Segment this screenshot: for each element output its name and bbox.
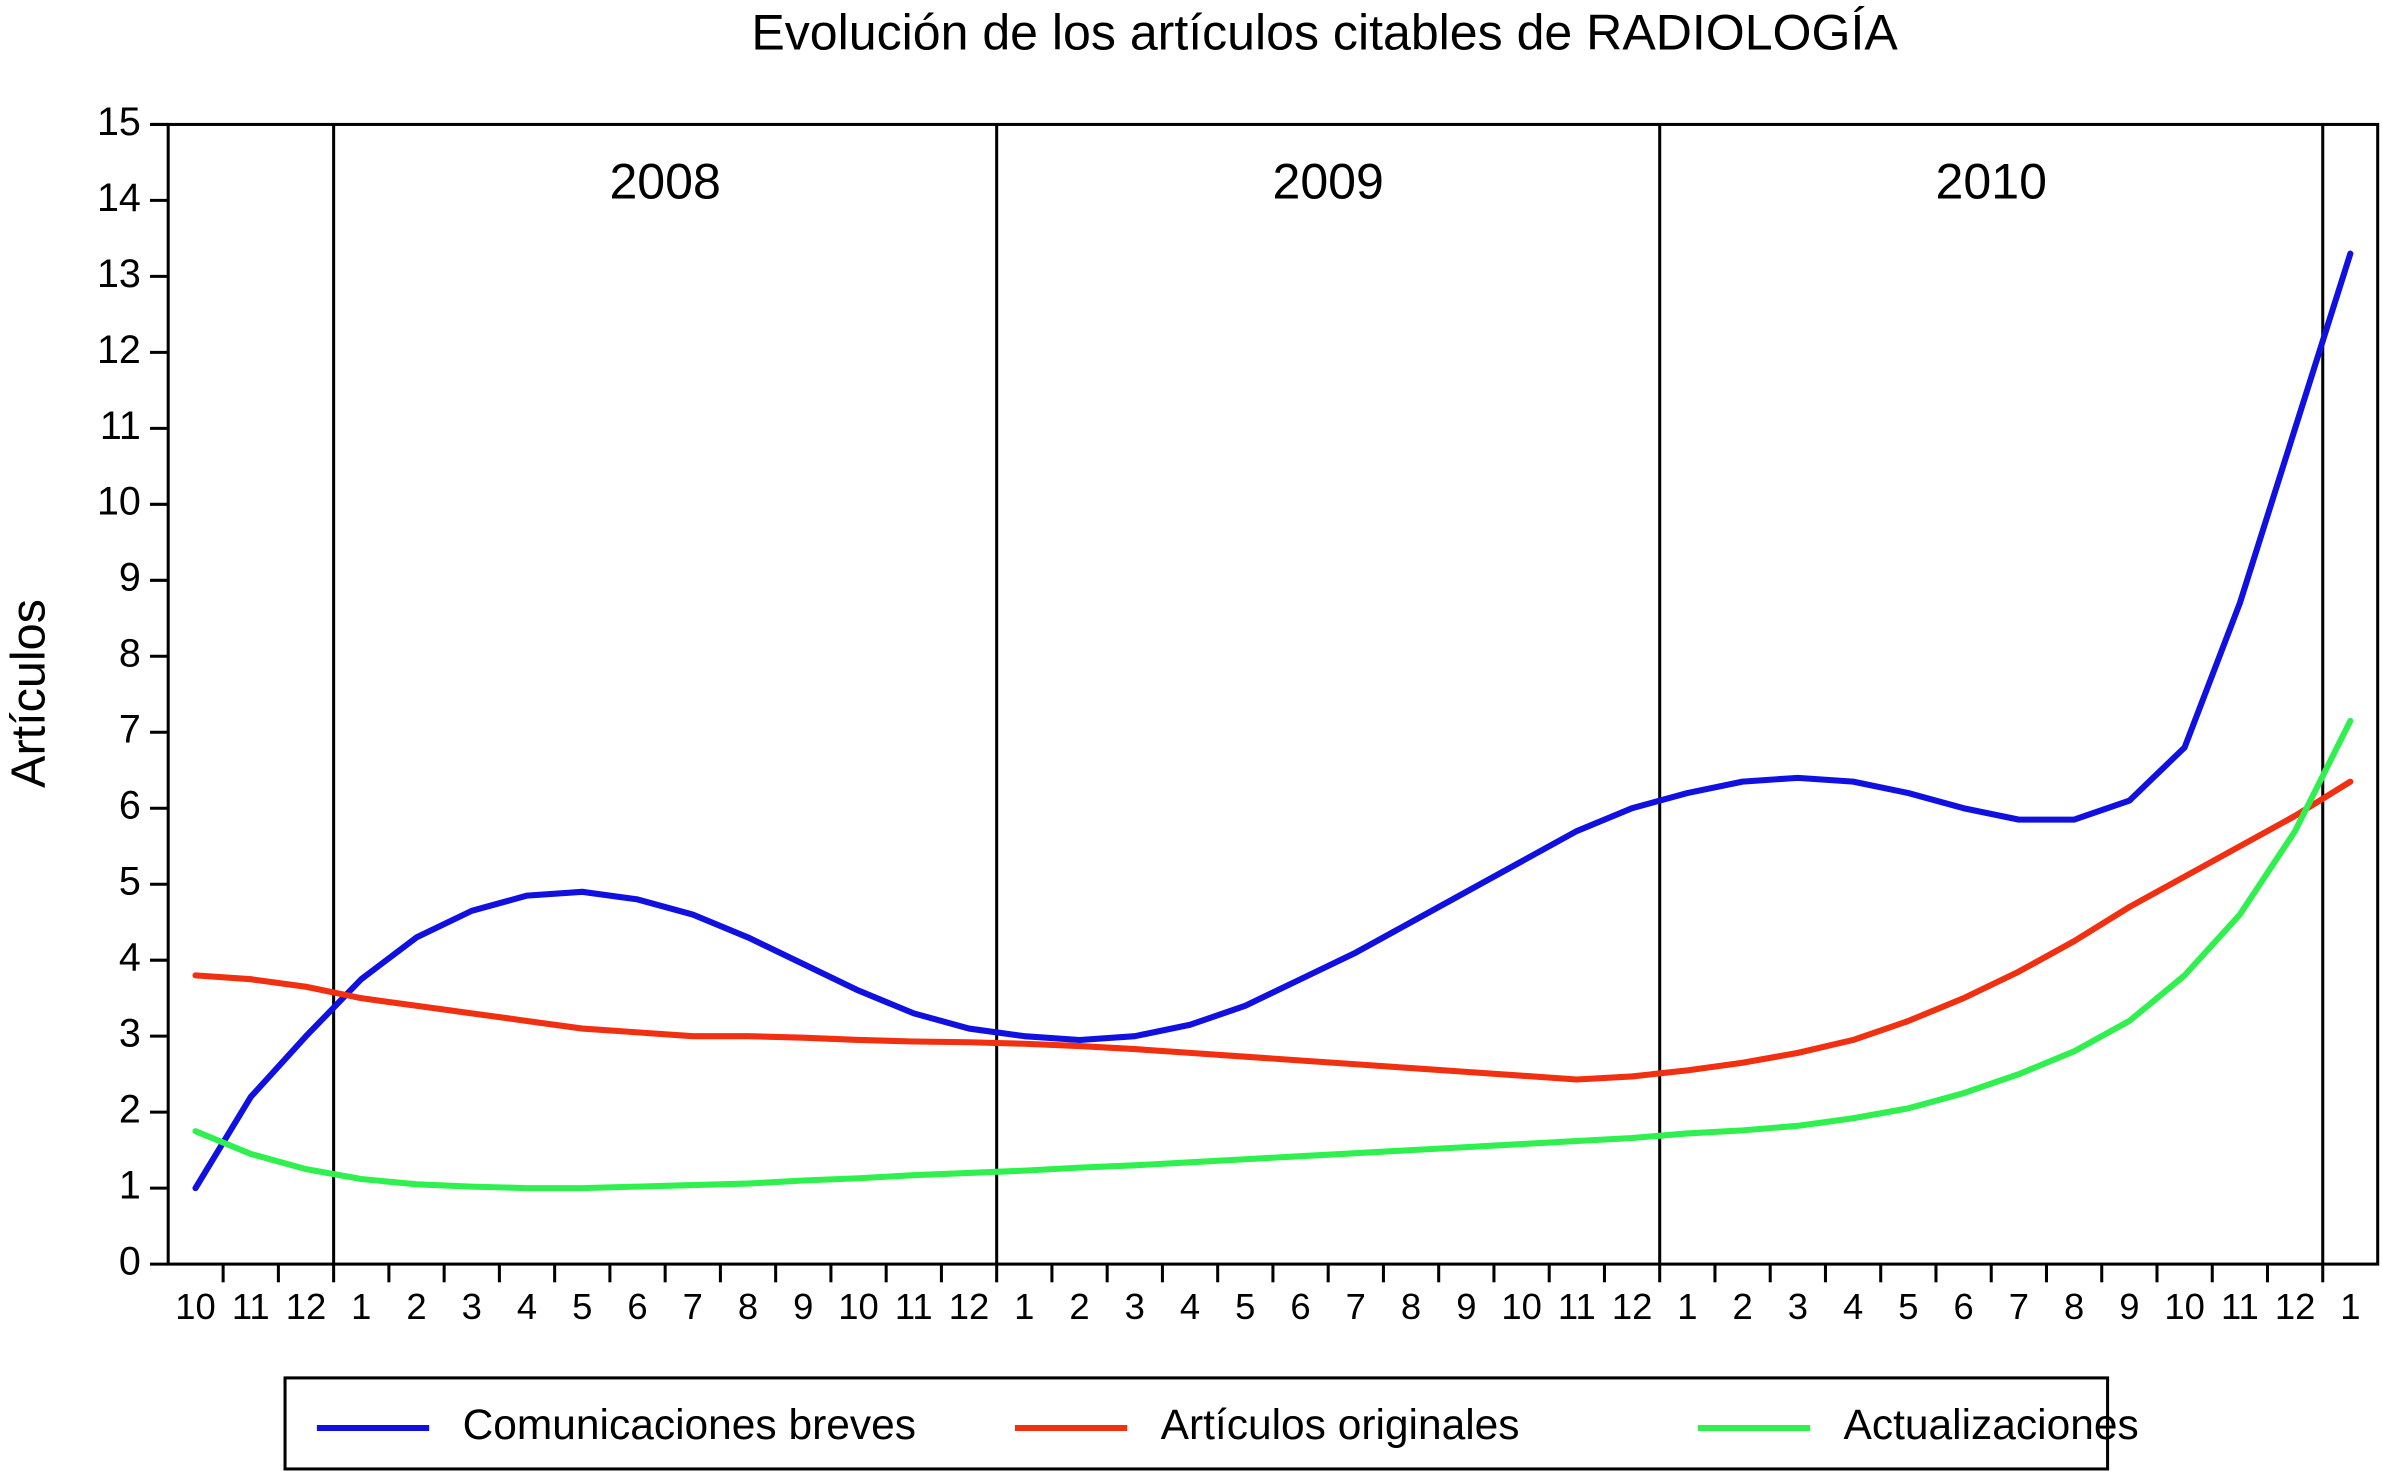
y-axis-label: Artículos xyxy=(1,599,55,788)
x-tick-label: 10 xyxy=(1501,1286,1542,1327)
x-tick-label: 12 xyxy=(2275,1286,2316,1327)
legend-label: Comunicaciones breves xyxy=(463,1402,916,1449)
x-tick-label: 8 xyxy=(738,1286,758,1327)
x-tick-label: 3 xyxy=(1788,1286,1808,1327)
x-tick-label: 7 xyxy=(683,1286,703,1327)
y-tick-label: 11 xyxy=(100,404,141,448)
chart-title: Evolución de los artículos citables de R… xyxy=(751,5,1898,61)
y-tick-label: 6 xyxy=(119,784,141,828)
x-tick-label: 12 xyxy=(286,1286,327,1327)
x-tick-label: 6 xyxy=(1290,1286,1310,1327)
x-tick-label: 7 xyxy=(1346,1286,1366,1327)
x-tick-label: 11 xyxy=(232,1286,270,1327)
series-line xyxy=(192,250,2354,1192)
x-tick-label: 2 xyxy=(1069,1286,1089,1327)
y-tick-label: 13 xyxy=(97,252,141,296)
x-tick-label: 5 xyxy=(1235,1286,1255,1327)
legend-label: Artículos originales xyxy=(1161,1402,1520,1449)
x-tick-label: 1 xyxy=(2340,1286,2360,1327)
x-tick-label: 2 xyxy=(1732,1286,1752,1327)
y-tick-label: 1 xyxy=(119,1164,141,1208)
x-tick-label: 8 xyxy=(1401,1286,1421,1327)
x-tick-label: 9 xyxy=(2119,1286,2139,1327)
x-tick-label: 1 xyxy=(1014,1286,1034,1327)
x-tick-label: 1 xyxy=(351,1286,371,1327)
y-tick-label: 14 xyxy=(97,176,141,220)
x-tick-label: 12 xyxy=(949,1286,990,1327)
y-tick-label: 5 xyxy=(119,860,141,904)
x-tick-label: 1 xyxy=(1677,1286,1697,1327)
x-tick-label: 5 xyxy=(572,1286,592,1327)
x-tick-label: 4 xyxy=(517,1286,537,1327)
y-tick-label: 7 xyxy=(119,708,141,752)
x-tick-label: 4 xyxy=(1180,1286,1200,1327)
x-tick-label: 2 xyxy=(406,1286,426,1327)
x-tick-label: 10 xyxy=(2164,1286,2205,1327)
x-tick-label: 9 xyxy=(1456,1286,1476,1327)
x-tick-label: 11 xyxy=(2221,1286,2259,1327)
y-tick-label: 0 xyxy=(119,1240,141,1284)
y-tick-label: 8 xyxy=(119,632,141,676)
x-tick-label: 3 xyxy=(462,1286,482,1327)
x-tick-label: 6 xyxy=(627,1286,647,1327)
plot-frame xyxy=(166,122,2380,1266)
legend-label: Actualizaciones xyxy=(1844,1402,2139,1449)
x-tick-label: 10 xyxy=(838,1286,879,1327)
x-tick-label: 8 xyxy=(2064,1286,2084,1327)
legend-box xyxy=(283,1376,2110,1471)
x-tick-label: 5 xyxy=(1898,1286,1918,1327)
y-tick-label: 10 xyxy=(97,480,141,524)
y-tick-label: 2 xyxy=(119,1088,141,1132)
y-tick-label: 4 xyxy=(119,936,141,980)
y-tick-label: 9 xyxy=(119,556,141,600)
x-tick-label: 11 xyxy=(1558,1286,1596,1327)
series-line xyxy=(192,778,2354,1083)
y-tick-label: 12 xyxy=(97,328,141,372)
y-tick-label: 3 xyxy=(119,1012,141,1056)
year-label: 2008 xyxy=(609,153,720,209)
x-tick-label: 4 xyxy=(1843,1286,1863,1327)
year-label: 2010 xyxy=(1936,153,2047,209)
y-tick-label: 15 xyxy=(97,100,141,144)
x-tick-label: 11 xyxy=(895,1286,933,1327)
x-tick-label: 6 xyxy=(1953,1286,1973,1327)
x-tick-label: 3 xyxy=(1125,1286,1145,1327)
x-tick-label: 7 xyxy=(2009,1286,2029,1327)
series-line xyxy=(192,717,2354,1192)
year-label: 2009 xyxy=(1273,153,1384,209)
x-tick-label: 10 xyxy=(175,1286,216,1327)
x-tick-label: 9 xyxy=(793,1286,813,1327)
x-tick-label: 12 xyxy=(1612,1286,1653,1327)
